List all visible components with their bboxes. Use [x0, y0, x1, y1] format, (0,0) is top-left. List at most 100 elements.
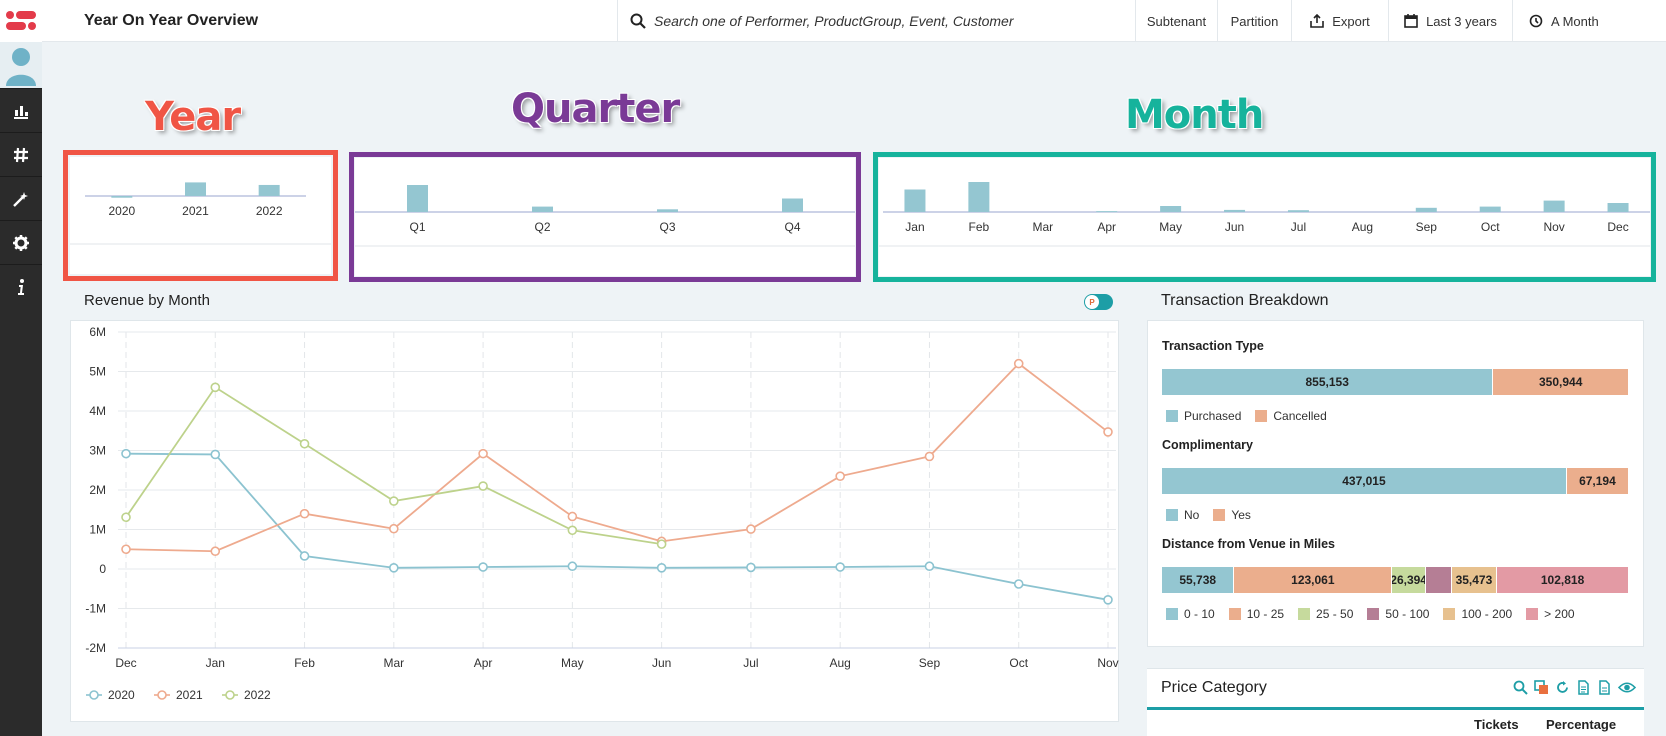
series-point-2020[interactable] — [1103, 595, 1113, 605]
distance-legend-item[interactable]: > 200 — [1526, 607, 1575, 621]
gear-icon[interactable] — [0, 220, 42, 264]
distance-bar[interactable]: 55,738 123,061 26,394 35,473 102,818 — [1162, 567, 1628, 593]
quarter-mini-chart[interactable]: Q1 Q2 Q3 Q4 — [355, 158, 855, 276]
transaction-type-bar[interactable]: 855,153 350,944 — [1162, 369, 1628, 395]
year-mini-chart[interactable]: 2020 2021 2022 — [70, 157, 331, 274]
series-point-2021[interactable] — [1103, 427, 1113, 437]
distance-segment[interactable] — [1425, 567, 1451, 593]
month-bar-Apr[interactable] — [1096, 211, 1118, 213]
series-point-2021[interactable] — [389, 523, 399, 534]
distance-segment[interactable]: 26,394 — [1391, 567, 1426, 593]
quarter-bar-Q1[interactable] — [407, 185, 428, 212]
series-line-2020[interactable] — [125, 452, 1109, 601]
revenue-toggle[interactable]: P — [1084, 294, 1113, 310]
user-avatar-icon[interactable] — [0, 42, 42, 88]
search-input[interactable]: Search one of Performer, ProductGroup, E… — [617, 0, 1135, 42]
distance-segment[interactable]: 55,738 — [1162, 567, 1234, 593]
month-mini-chart[interactable]: Jan Feb Mar Apr May Jun Jul Aug Sep Oct Nov Dec — [879, 158, 1650, 276]
comp-legend-item[interactable]: No — [1166, 508, 1199, 522]
series-point-2021[interactable] — [835, 471, 845, 481]
series-point-2020[interactable] — [746, 562, 756, 573]
document-icon[interactable] — [1576, 680, 1591, 695]
copy-icon[interactable] — [1534, 680, 1549, 695]
magic-wand-icon[interactable] — [0, 176, 42, 220]
series-point-2021[interactable] — [567, 511, 578, 522]
month-bar-Jul[interactable] — [1287, 210, 1309, 212]
legend-marker-2021[interactable] — [157, 690, 167, 700]
series-point-2021[interactable] — [1013, 358, 1024, 369]
month-bar-Oct[interactable] — [1479, 206, 1501, 212]
series-point-2020[interactable] — [567, 561, 578, 572]
series-point-2020[interactable] — [299, 551, 310, 561]
distance-legend-item[interactable]: 0 - 10 — [1166, 607, 1215, 621]
zoom-icon[interactable] — [1513, 680, 1528, 695]
series-point-2020[interactable] — [1013, 579, 1024, 589]
quarter-bar-Q4[interactable] — [782, 198, 803, 213]
month-bar-Jan[interactable] — [904, 189, 926, 213]
type-legend-item[interactable]: Purchased — [1166, 409, 1241, 423]
transaction-type-legend: Purchased Cancelled — [1166, 409, 1327, 423]
series-point-2020[interactable] — [121, 448, 131, 459]
quarter-bar-Q2[interactable] — [532, 206, 553, 212]
distance-segment[interactable]: 35,473 — [1450, 567, 1497, 593]
comp-segment[interactable]: 437,015 — [1162, 468, 1566, 494]
month-bar-Nov[interactable] — [1543, 200, 1565, 212]
series-point-2021[interactable] — [924, 451, 935, 462]
eye-icon[interactable] — [1618, 680, 1636, 695]
legend-marker-2020[interactable] — [89, 690, 99, 700]
comp-legend-item[interactable]: Yes — [1213, 508, 1251, 522]
legend-marker-2022[interactable] — [225, 690, 235, 700]
distance-segment[interactable]: 123,061 — [1233, 567, 1392, 593]
month-bar-Jun[interactable] — [1224, 209, 1246, 212]
comp-segment[interactable]: 67,194 — [1565, 468, 1628, 494]
series-point-2021[interactable] — [299, 508, 310, 519]
hash-icon[interactable] — [0, 132, 42, 176]
year-bar-2022[interactable] — [258, 184, 280, 196]
distance-legend-item[interactable]: 50 - 100 — [1367, 607, 1429, 621]
year-bar-2021[interactable] — [185, 182, 206, 196]
series-point-2022[interactable] — [299, 438, 310, 449]
series-point-2021[interactable] — [121, 544, 131, 555]
series-point-2022[interactable] — [656, 539, 667, 549]
distance-legend-item[interactable]: 100 - 200 — [1443, 607, 1512, 621]
type-segment[interactable]: 350,944 — [1492, 369, 1628, 395]
series-point-2022[interactable] — [478, 481, 488, 491]
series-point-2022[interactable] — [210, 382, 221, 393]
series-point-2021[interactable] — [210, 546, 221, 557]
series-point-2022[interactable] — [389, 496, 399, 506]
date-range-button[interactable]: Last 3 years — [1388, 0, 1512, 42]
series-point-2022[interactable] — [121, 512, 131, 523]
refresh-icon[interactable] — [1555, 680, 1570, 695]
info-icon[interactable] — [0, 264, 42, 308]
period-button[interactable]: A Month — [1512, 0, 1666, 42]
series-point-2021[interactable] — [746, 524, 756, 534]
distance-legend-item[interactable]: 10 - 25 — [1228, 607, 1284, 621]
distance-legend-item[interactable]: 25 - 50 — [1298, 607, 1353, 621]
series-point-2020[interactable] — [656, 563, 667, 573]
month-bar-Sep[interactable] — [1415, 207, 1437, 212]
complimentary-bar[interactable]: 437,015 67,194 — [1162, 468, 1628, 494]
year-bar-2020[interactable] — [111, 196, 133, 198]
series-point-2021[interactable] — [478, 448, 488, 459]
subtenant-button[interactable]: Subtenant — [1135, 0, 1217, 42]
series-point-2020[interactable] — [924, 561, 935, 572]
distance-segment[interactable]: 102,818 — [1496, 567, 1628, 593]
series-point-2020[interactable] — [478, 562, 488, 572]
export-doc-icon[interactable] — [1597, 680, 1612, 695]
app-logo-icon[interactable] — [0, 0, 42, 42]
series-point-2020[interactable] — [210, 449, 221, 460]
series-point-2020[interactable] — [835, 562, 845, 572]
series-point-2022[interactable] — [567, 525, 578, 536]
month-bar-Feb[interactable] — [968, 182, 990, 212]
bar-chart-icon[interactable] — [0, 88, 42, 132]
month-bar-Dec[interactable] — [1607, 203, 1629, 212]
month-bar-May[interactable] — [1160, 206, 1182, 212]
partition-button[interactable]: Partition — [1217, 0, 1291, 42]
quarter-bar-Q3[interactable] — [657, 209, 678, 212]
series-line-2021[interactable] — [125, 362, 1109, 553]
export-button[interactable]: Export — [1291, 0, 1388, 42]
revenue-line-chart[interactable]: 6M 5M 4M 3M 2M 1M 0 -1M -2M Dec Jan Feb Mar Apr May Jun… — [70, 320, 1119, 722]
type-segment[interactable]: 855,153 — [1162, 369, 1493, 395]
series-point-2020[interactable] — [389, 563, 399, 573]
type-legend-item[interactable]: Cancelled — [1255, 409, 1327, 423]
